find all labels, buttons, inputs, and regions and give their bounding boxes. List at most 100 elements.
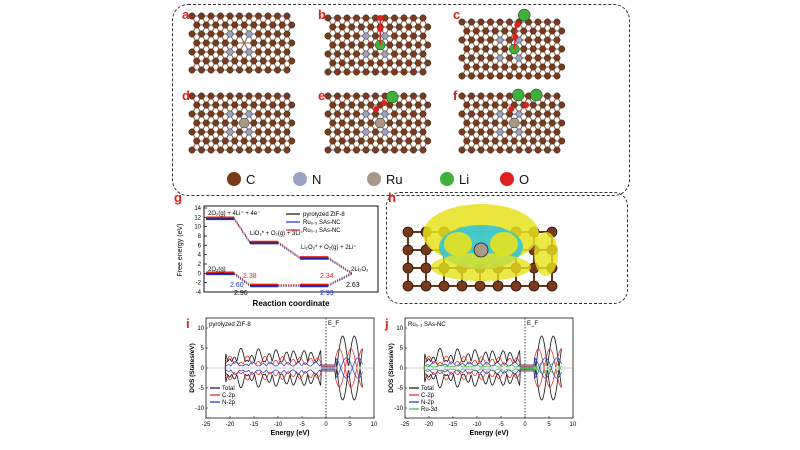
panel-label-c: c — [453, 7, 461, 22]
dos-xtick: 10 — [570, 422, 577, 428]
energy-ytick: -2 — [196, 281, 202, 287]
dos-title: Ru₀.₃ SAs-NC — [408, 322, 446, 328]
panel-label-b: b — [318, 7, 326, 22]
charge-isosurface — [423, 204, 558, 281]
legend-C: C — [227, 172, 255, 187]
dos-xtick: -15 — [449, 422, 458, 428]
dos-xtick: 0 — [324, 422, 328, 428]
dos-curve — [224, 367, 363, 388]
dos-xlabel: Energy (eV) — [470, 430, 509, 437]
energy-ytick: 14 — [194, 206, 201, 212]
dos-title: pyrolyzed ZIF-8 — [209, 322, 251, 328]
dos-ytick: -10 — [394, 406, 403, 412]
charge-density-svg — [402, 204, 558, 292]
energy-ytick: 0 — [198, 271, 202, 277]
energy-ytick: 2 — [198, 262, 202, 268]
panel-label-e: e — [318, 88, 326, 103]
dos-curve — [423, 367, 562, 401]
dos-xtick: -5 — [299, 422, 305, 428]
fermi-label: E_F — [328, 321, 339, 327]
dos-xtick: -25 — [401, 422, 410, 428]
dos-xtick: -20 — [226, 422, 235, 428]
panel-label-i: i — [186, 316, 190, 331]
energy-value-6: 2.93 — [320, 290, 334, 297]
dos-xtick: 10 — [371, 422, 378, 428]
dos-xtick: -10 — [473, 422, 482, 428]
panel-label-a: a — [182, 7, 190, 22]
dos-curve — [423, 362, 562, 369]
svg-text:Ru: Ru — [386, 172, 403, 187]
dos-curve — [423, 348, 562, 369]
dos-ytick: 5 — [400, 346, 404, 352]
dos-ytick: 10 — [396, 326, 403, 332]
dos-plot-i: -25 -20 -15 -10 -5 0 5 10 10 5 0 -5 -10 Energy (eV) DO… — [189, 317, 378, 437]
dos-xtick: -10 — [274, 422, 283, 428]
lattice-b — [324, 14, 432, 76]
svg-text:C: C — [246, 172, 255, 187]
energy-ytick: 4 — [198, 253, 202, 259]
charge-density-panel — [386, 192, 628, 304]
dos-ytick: -10 — [195, 406, 204, 412]
dos-ytick: 5 — [201, 346, 205, 352]
dos-curve — [423, 367, 562, 388]
dos-ytick: -5 — [398, 386, 404, 392]
dos-ytick: 10 — [197, 326, 204, 332]
dos-legend-item: C-2p — [222, 393, 236, 399]
energy-annot-3: Li₂O₂* + O₂(g) + 2Li⁺ — [301, 244, 357, 251]
legend-Li: Li — [440, 172, 469, 187]
dos-xlabel: Energy (eV) — [271, 430, 310, 437]
lattice-d — [188, 92, 296, 154]
dos-xtick: -20 — [425, 422, 434, 428]
dos-ytick: -5 — [199, 386, 205, 392]
dos-legend-item: N-2p — [421, 400, 435, 406]
energy-xlabel: Reaction coordinate — [253, 299, 330, 308]
legend-O: O — [500, 172, 529, 187]
dos-curve — [423, 357, 562, 369]
dos-xtick: 5 — [348, 422, 352, 428]
panel-label-g: g — [174, 190, 182, 205]
dos-legend-item: Total — [421, 386, 434, 392]
dos-legend-item: N-2p — [222, 400, 236, 406]
energy-ytick: 6 — [198, 243, 202, 249]
energy-value-5: 2.63 — [346, 282, 360, 289]
svg-text:Ru₀.₃ SAs-NC: Ru₀.₃ SAs-NC — [303, 220, 341, 226]
dos-curve — [224, 335, 363, 369]
svg-text:Ru₀.₃ SAs-NC: Ru₀.₃ SAs-NC — [303, 228, 341, 234]
panel-label-j: j — [385, 316, 389, 331]
lattice-f — [458, 88, 566, 154]
legend-Ru: Ru — [367, 172, 403, 187]
dos-ytick: 0 — [400, 366, 404, 372]
energy-annot-2: LiO₂* + O₂(g) + 3Li⁺ — [250, 230, 303, 237]
dos-legend-item: Ru-3d — [421, 407, 437, 413]
lattice-e — [324, 90, 432, 154]
dos-xtick: 5 — [547, 422, 551, 428]
lattice-c — [458, 8, 566, 80]
svg-text:pyrolyzed ZIF-8: pyrolyzed ZIF-8 — [303, 212, 345, 218]
energy-diagram: Free energy (eV) Reaction coordinate 14 1… — [177, 205, 379, 308]
energy-value-4: 2.34 — [320, 273, 334, 280]
svg-text:Li: Li — [459, 172, 469, 187]
dos-ylabel: DOS (States/eV) — [388, 343, 395, 393]
dos-xtick: -25 — [202, 422, 211, 428]
energy-plot-frame — [203, 205, 379, 293]
dos-curve — [224, 357, 363, 369]
energy-ytick: 12 — [194, 215, 201, 221]
energy-ytick: 10 — [194, 225, 201, 231]
dos-xtick: -5 — [498, 422, 504, 428]
energy-value-3: 2.96 — [234, 290, 248, 297]
dos-ytick: 0 — [201, 366, 205, 372]
dos-plot-j: -25 -20 -15 -10 -5 0 5 10 10 5 0 -5 -10 Energy (eV) DO… — [388, 317, 577, 437]
atom-legend: C N Ru Li O — [227, 172, 529, 187]
dos-legend-item: Total — [222, 386, 235, 392]
dos-curve — [423, 367, 562, 374]
dos-curve — [224, 367, 363, 379]
structures-svg — [188, 8, 566, 154]
energy-ytick: -4 — [196, 290, 202, 296]
fermi-label: E_F — [527, 321, 538, 327]
dos-curve — [224, 367, 363, 401]
lattice-a — [188, 12, 296, 74]
dos-xtick: -15 — [250, 422, 259, 428]
energy-legend: pyrolyzed ZIF-8 Ru₀.₃ SAs-NC Ru₀.₃ SAs-N… — [286, 212, 345, 234]
energy-annot-1: 2O₂(g) + 4Li⁺ + 4e⁻ — [208, 210, 260, 217]
legend-N: N — [293, 172, 321, 187]
